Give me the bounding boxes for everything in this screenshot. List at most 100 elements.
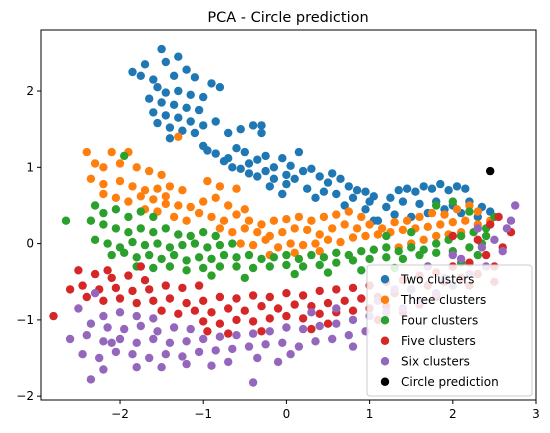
point-six-clusters-75 — [490, 235, 499, 244]
point-five-clusters-2 — [107, 273, 116, 283]
point-four-clusters-70 — [248, 263, 258, 273]
point-circle-prediction-0 — [486, 166, 495, 176]
point-two-clusters-50 — [228, 163, 237, 172]
point-four-clusters-38 — [194, 253, 204, 262]
point-three-clusters-20 — [232, 184, 241, 193]
point-three-clusters-14 — [140, 186, 150, 195]
point-four-clusters-26 — [178, 240, 187, 250]
point-two-clusters-37 — [203, 146, 212, 155]
point-two-clusters-35 — [257, 121, 266, 130]
point-two-clusters-31 — [224, 128, 233, 138]
point-three-clusters-79 — [323, 235, 333, 244]
point-four-clusters-46 — [294, 254, 304, 264]
point-six-clusters-4 — [132, 311, 141, 321]
point-six-clusters-7 — [103, 323, 112, 332]
legend-box — [366, 264, 533, 397]
point-five-clusters-7 — [111, 283, 121, 293]
point-two-clusters-53 — [253, 172, 262, 181]
point-four-clusters-24 — [153, 239, 162, 248]
point-six-clusters-47 — [161, 350, 170, 359]
point-three-clusters-81 — [348, 233, 358, 242]
point-three-clusters-88 — [436, 220, 445, 229]
point-six-clusters-19 — [165, 338, 175, 347]
point-six-clusters-20 — [182, 337, 191, 346]
point-six-clusters-64 — [224, 357, 233, 367]
point-six-clusters-51 — [228, 344, 237, 354]
point-two-clusters-72 — [332, 189, 341, 199]
point-four-clusters-32 — [120, 248, 129, 257]
legend-label-three-clusters: Three clusters — [400, 293, 486, 307]
point-six-clusters-68 — [307, 308, 316, 317]
point-two-clusters-7 — [169, 71, 179, 81]
point-four-clusters-2 — [90, 201, 100, 210]
point-three-clusters-64 — [390, 218, 399, 227]
point-four-clusters-57 — [432, 239, 441, 248]
point-six-clusters-27 — [298, 324, 308, 334]
point-four-clusters-35 — [157, 254, 166, 264]
point-two-clusters-1 — [174, 52, 183, 61]
point-six-clusters-23 — [232, 331, 241, 340]
point-six-clusters-62 — [157, 363, 166, 372]
legend-marker-six-clusters — [380, 357, 390, 366]
point-two-clusters-82 — [444, 186, 453, 195]
point-four-clusters-16 — [186, 231, 195, 241]
point-five-clusters-89 — [103, 266, 112, 275]
point-six-clusters-17 — [132, 338, 141, 347]
point-two-clusters-11 — [153, 83, 162, 92]
point-three-clusters-34 — [169, 212, 179, 222]
point-four-clusters-7 — [149, 212, 158, 222]
point-three-clusters-63 — [377, 224, 387, 233]
point-two-clusters-63 — [336, 174, 345, 183]
point-two-clusters-71 — [319, 187, 329, 196]
point-two-clusters-49 — [219, 157, 229, 166]
point-three-clusters-95 — [419, 235, 428, 244]
point-three-clusters-78 — [311, 239, 320, 248]
point-three-clusters-0 — [82, 147, 92, 157]
point-six-clusters-18 — [149, 334, 158, 344]
point-six-clusters-39 — [498, 247, 507, 256]
point-five-clusters-84 — [448, 231, 457, 241]
points-layer — [49, 44, 520, 387]
point-three-clusters-46 — [319, 212, 329, 222]
point-five-clusters-75 — [203, 327, 212, 336]
point-six-clusters-2 — [99, 311, 108, 321]
point-five-clusters-77 — [307, 324, 316, 334]
point-five-clusters-18 — [149, 296, 158, 305]
point-three-clusters-37 — [207, 212, 216, 222]
point-five-clusters-46 — [224, 304, 233, 313]
point-four-clusters-29 — [215, 240, 225, 250]
point-four-clusters-88 — [323, 268, 333, 277]
point-six-clusters-13 — [65, 334, 75, 344]
point-three-clusters-44 — [294, 212, 304, 222]
point-two-clusters-10 — [215, 83, 225, 92]
point-six-clusters-53 — [261, 340, 270, 349]
point-six-clusters-44 — [111, 347, 121, 357]
point-two-clusters-74 — [365, 197, 374, 206]
point-five-clusters-29 — [332, 285, 341, 294]
point-two-clusters-46 — [278, 154, 287, 163]
legend-marker-five-clusters — [380, 336, 390, 345]
point-six-clusters-60 — [86, 375, 96, 384]
point-four-clusters-43 — [257, 254, 266, 264]
legend-label-five-clusters: Five clusters — [401, 334, 476, 348]
legend-label-six-clusters: Six clusters — [401, 354, 470, 368]
point-four-clusters-13 — [149, 228, 158, 237]
point-five-clusters-68 — [282, 311, 291, 321]
point-six-clusters-83 — [348, 342, 358, 351]
point-two-clusters-101 — [311, 193, 320, 202]
point-six-clusters-84 — [273, 357, 283, 367]
point-six-clusters-76 — [502, 224, 512, 233]
point-three-clusters-24 — [136, 192, 145, 201]
point-five-clusters-42 — [157, 306, 166, 315]
point-six-clusters-56 — [311, 337, 320, 346]
point-four-clusters-53 — [382, 243, 391, 252]
point-six-clusters-29 — [332, 319, 341, 328]
point-six-clusters-22 — [215, 332, 225, 341]
point-three-clusters-75 — [273, 243, 283, 252]
point-two-clusters-58 — [298, 166, 308, 176]
point-six-clusters-46 — [145, 353, 154, 363]
point-five-clusters-15 — [99, 296, 108, 305]
legend-marker-three-clusters — [380, 295, 390, 304]
point-four-clusters-33 — [132, 253, 141, 262]
point-two-clusters-93 — [390, 210, 399, 219]
